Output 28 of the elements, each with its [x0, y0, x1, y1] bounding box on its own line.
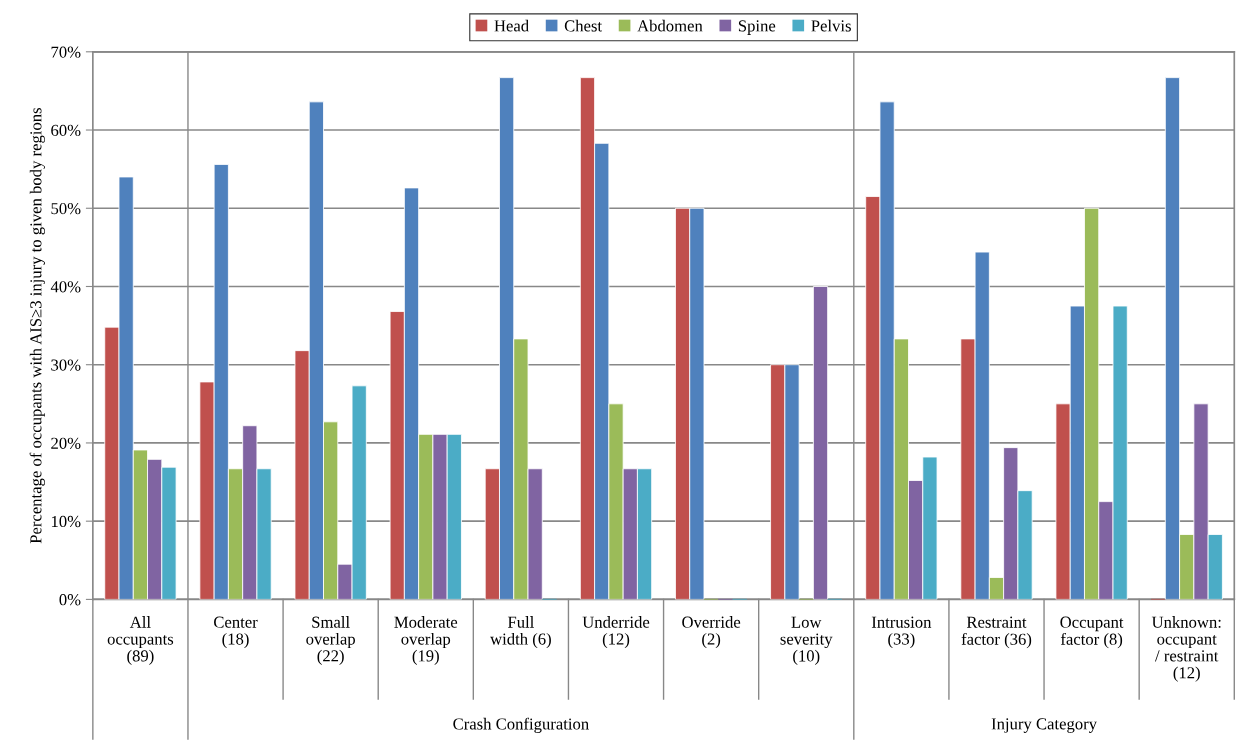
y-tick-label: 60% — [51, 124, 81, 137]
text: Crash Configuration — [453, 717, 589, 734]
x-tick-label: Occupant factor (8) — [1060, 616, 1124, 649]
legend-label: Abdomen — [637, 19, 703, 32]
x-tick-label: Low severity (10) — [780, 616, 833, 665]
x-tick-label: Moderate overlap (19) — [394, 616, 458, 665]
x-tick-label: All occupants (89) — [107, 616, 174, 665]
y-tick-label: 40% — [50, 281, 81, 293]
legend-label: Head — [494, 19, 529, 32]
y-axis-title: Percentage of occupants with AIS≥3 injury to given body regions — [29, 108, 45, 544]
y-tick-label: 10% — [51, 515, 81, 528]
x-tick-label: Restraint factor (36) — [961, 616, 1032, 649]
x-tick-label: Full width (6) — [490, 616, 551, 649]
x-tick-label: Override (2) — [682, 616, 741, 649]
y-tick-label: 0% — [59, 594, 81, 606]
x-tick-label: Small overlap (22) — [306, 616, 355, 665]
legend-label: Chest — [564, 19, 602, 32]
x-tick-label: Intrusion (33) — [871, 616, 932, 649]
legend-label: Spine — [738, 20, 776, 35]
text: Injury Category — [991, 718, 1097, 733]
legend-label: Pelvis — [811, 19, 851, 32]
y-tick-label: 50% — [51, 202, 81, 215]
x-tick-label: Unknown: occupant / restraint (12) — [1151, 616, 1221, 682]
y-tick-label: 70% — [51, 46, 81, 58]
y-tick-label: 30% — [51, 359, 81, 371]
y-tick-label: 20% — [51, 437, 81, 449]
x-tick-label: Center (18) — [214, 616, 258, 649]
x-tick-label: Underride (12) — [582, 616, 650, 649]
